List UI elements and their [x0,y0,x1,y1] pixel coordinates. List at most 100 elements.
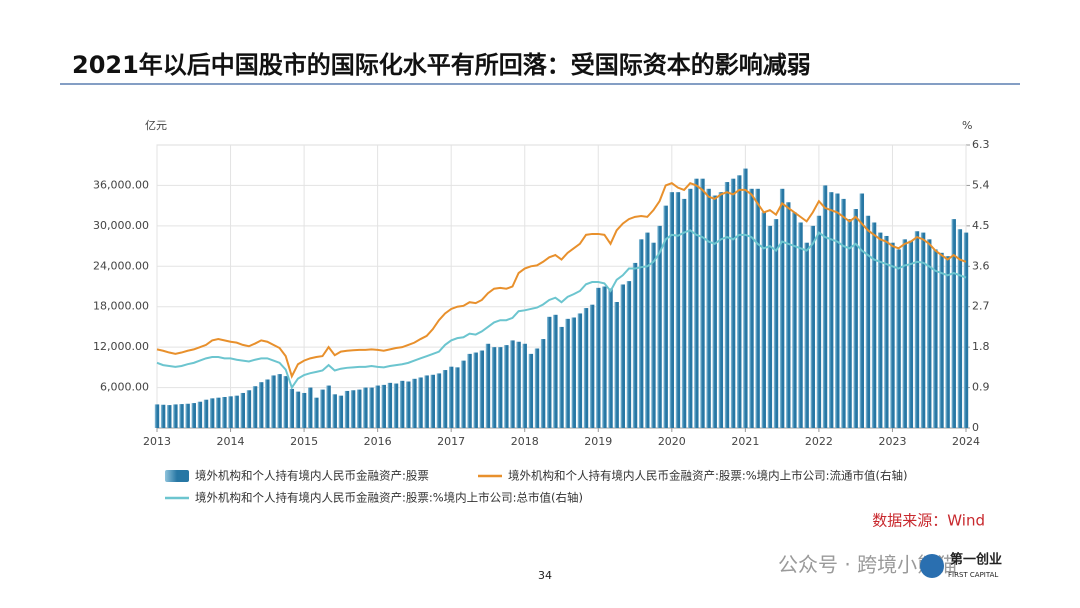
chart: 6,000.00 12,000.00 18,000.00 24,000.00 30,00… [93,138,989,505]
bar [289,388,295,428]
bar [602,286,607,428]
bar [553,314,558,428]
bar [951,219,956,428]
bar [779,188,785,428]
bar [755,188,760,428]
y2-tick-label: 0.9 [972,381,990,394]
legend-label: 境外机构和个人持有境内人民币金融资产:股票 [195,469,429,483]
legend-swatch [165,470,189,482]
bar [246,390,252,428]
x-tick-label: 2015 [290,435,318,448]
bar [534,348,540,428]
bar [877,232,883,428]
bar [430,374,436,428]
bar [730,178,736,428]
bar [442,370,448,428]
bar [737,175,742,428]
bar [467,353,472,428]
x-tick-label: 2021 [731,435,759,448]
bar [222,397,227,428]
bar [277,374,282,428]
source-note: 数据来源：Wind [872,512,985,530]
bar [596,287,601,428]
bar [381,384,386,428]
bar [418,377,423,428]
bar [890,242,895,428]
bar [963,232,969,428]
bar [663,205,668,428]
bar [479,350,485,428]
bar [209,398,215,428]
bar [283,376,288,428]
bar [412,378,417,428]
bar [228,396,233,428]
bar [687,188,693,428]
bar [167,405,172,428]
bar [375,385,380,428]
x-tick-label: 2017 [437,435,465,448]
bar [645,232,650,428]
bar [828,192,834,428]
bar [258,382,264,428]
bar [240,392,246,428]
bar [332,394,337,428]
bar [589,304,595,428]
x-tick-label: 2024 [952,435,980,448]
bar [724,182,730,428]
bar [369,387,374,428]
y2-tick-label: 1.8 [972,340,990,353]
bar [406,381,411,428]
x-tick-label: 2014 [217,435,245,448]
bar [510,340,515,428]
y2-tick-label: 2.7 [972,300,990,313]
bar [908,240,914,428]
bar [252,386,258,428]
bar [651,242,656,428]
bar [767,225,773,428]
bar [547,316,552,428]
y-tick-label: 30,000.00 [93,219,149,232]
bar [357,389,362,428]
bar [945,256,950,428]
bar [320,389,325,428]
bar [933,249,938,428]
bar [743,168,748,429]
bar [197,401,203,428]
bar [871,222,877,428]
bar [608,288,613,428]
line [156,182,967,380]
bar [338,395,344,428]
bar [638,239,644,428]
bar [632,262,638,428]
bar [706,188,711,428]
bar [626,281,632,428]
y-tick-label: 18,000.00 [93,300,149,313]
bar [203,399,209,428]
bar [271,375,276,428]
bar [614,301,619,428]
bar [234,395,239,428]
legend-label: 境外机构和个人持有境内人民币金融资产:股票:%境内上市公司:流通市值(右轴) [508,469,908,483]
bar [399,380,405,428]
bar [718,192,724,428]
bar [786,202,791,428]
bar [455,367,460,428]
bar [694,178,699,428]
bar [344,390,350,428]
bar [363,387,368,428]
bar [326,385,331,428]
bar [835,193,840,428]
bar [461,360,466,428]
logo-icon [920,554,944,578]
bar [700,178,705,428]
bar [308,387,313,428]
bar [847,219,852,428]
bar [859,193,865,428]
bar [571,317,576,428]
bar [185,403,190,428]
y2-tick-label: 3.6 [972,259,990,272]
logo: 第一创业 [950,552,1002,568]
bar [504,345,509,428]
y2-tick-label: 4.5 [972,219,990,232]
